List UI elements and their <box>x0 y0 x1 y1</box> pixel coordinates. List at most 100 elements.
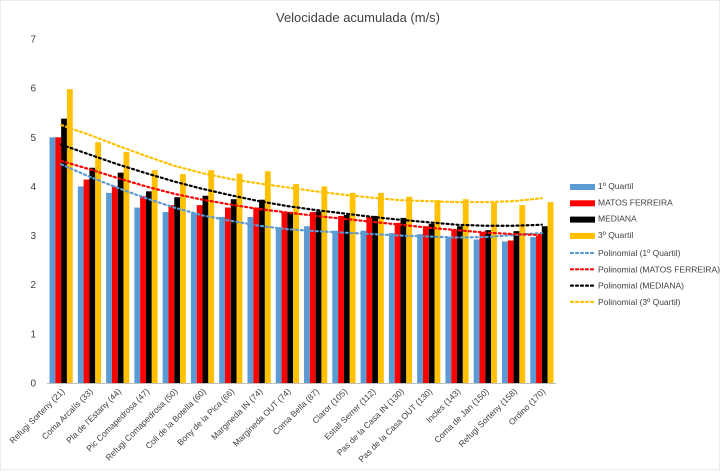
y-tick-label: 2 <box>30 280 36 291</box>
bar <box>145 191 152 383</box>
bar <box>377 192 384 383</box>
bar <box>417 234 423 383</box>
bar <box>309 211 316 383</box>
bar <box>190 212 197 383</box>
bar <box>485 230 492 383</box>
bar <box>519 205 526 383</box>
bar <box>491 202 497 383</box>
y-tick-label: 3 <box>30 231 36 242</box>
bar <box>372 215 378 383</box>
bar <box>275 227 282 383</box>
bar <box>247 216 254 383</box>
y-tick-label: 5 <box>30 133 36 144</box>
bar <box>230 199 237 383</box>
y-tick-label: 1 <box>30 329 36 340</box>
bar <box>236 173 243 383</box>
bar <box>151 170 158 383</box>
bar <box>287 211 294 383</box>
bar <box>106 192 112 383</box>
bar <box>123 152 130 383</box>
bar <box>422 226 429 383</box>
bar <box>140 196 146 383</box>
bar <box>111 186 118 383</box>
y-tick-label: 0 <box>30 379 36 390</box>
bar <box>168 205 175 383</box>
bar <box>406 196 413 383</box>
legend-label: Polinomial (MATOS FERREIRA) <box>598 264 720 274</box>
chart-title: Velocidade acumulada (m/s) <box>276 10 440 25</box>
legend-swatch <box>570 216 595 223</box>
legend-swatch <box>570 232 595 239</box>
bar <box>530 237 537 383</box>
bar <box>338 215 344 383</box>
y-tick-label: 7 <box>30 35 36 46</box>
bar <box>445 237 452 383</box>
bar <box>349 192 356 383</box>
bar <box>49 137 56 383</box>
bar <box>55 137 62 383</box>
bar <box>400 217 407 383</box>
legend-label: Polinomial (1º Quartil) <box>598 248 681 258</box>
bar <box>388 233 395 383</box>
bar <box>83 179 90 383</box>
bar <box>321 186 328 383</box>
bar <box>451 229 458 383</box>
bar <box>134 207 141 383</box>
bar <box>225 207 231 383</box>
legend-label: 1º Quartil <box>598 181 633 191</box>
bar <box>462 199 469 383</box>
bar <box>473 239 480 383</box>
bar <box>180 174 186 383</box>
bar <box>536 235 542 383</box>
y-tick-label: 6 <box>30 84 36 95</box>
bar <box>501 241 508 383</box>
trendline <box>60 143 543 227</box>
legend: 1º Quartil MATOS FERREIRA MEDIANA 3º Quarti… <box>569 181 720 307</box>
trendline <box>60 123 543 204</box>
bar <box>196 205 203 383</box>
bar <box>162 211 169 383</box>
bar <box>259 199 265 383</box>
bar <box>547 202 554 383</box>
bar <box>507 240 514 383</box>
bar <box>479 232 486 383</box>
bar <box>219 216 226 383</box>
bar <box>253 207 260 383</box>
bar <box>281 211 288 383</box>
bar <box>66 89 73 383</box>
bar <box>343 214 350 383</box>
bar <box>77 186 84 383</box>
legend-label: MEDIANA <box>598 214 637 224</box>
legend-swatch <box>570 184 595 190</box>
trendline <box>60 163 543 239</box>
bar <box>434 200 441 383</box>
bar <box>174 197 181 383</box>
bar <box>117 172 124 383</box>
bar <box>264 171 271 383</box>
bar <box>428 223 435 383</box>
bar <box>332 230 339 383</box>
legend-label: Polinomial (3º Quartil) <box>598 297 681 307</box>
legend-label: Polinomial (MEDIANA) <box>598 281 684 291</box>
bar <box>541 226 548 383</box>
bar <box>513 231 520 383</box>
legend-swatch <box>570 200 595 207</box>
legend-label: 3º Quartil <box>598 230 633 240</box>
bar <box>360 230 367 383</box>
bar <box>394 222 401 383</box>
bar <box>315 211 322 383</box>
y-tick-label: 4 <box>30 182 36 193</box>
bar <box>304 226 310 383</box>
bar <box>293 183 299 383</box>
bar <box>61 118 67 384</box>
bar <box>89 167 96 383</box>
trendline <box>60 159 543 237</box>
bar <box>95 142 102 383</box>
bar <box>202 195 209 383</box>
bar <box>208 170 215 383</box>
bar <box>457 226 463 383</box>
bar <box>366 216 373 383</box>
legend-label: MATOS FERREIRA <box>598 197 673 207</box>
